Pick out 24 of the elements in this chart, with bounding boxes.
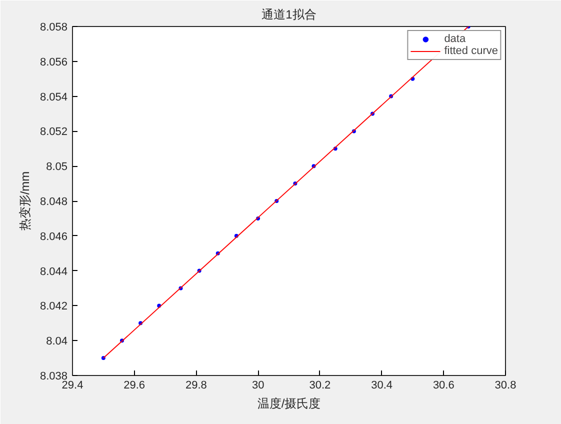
y-axis-title: 热变形/mm [18, 171, 32, 231]
x-tick-label: 30.4 [371, 380, 393, 392]
x-tick-label: 29.8 [186, 380, 207, 392]
y-tick-label: 8.054 [40, 91, 68, 104]
y-tick-label: 8.052 [40, 126, 68, 138]
y-tick-label: 8.044 [40, 266, 68, 278]
y-tick-label: 8.056 [40, 56, 68, 68]
x-tick-label: 30.6 [432, 380, 454, 392]
y-tick-label: 8.042 [40, 300, 68, 313]
y-tick-label: 8.038 [40, 370, 68, 382]
x-tick-label: 29.4 [62, 380, 84, 392]
chart-title: 通道1拟合 [262, 8, 316, 22]
x-tick-label: 30 [252, 380, 264, 392]
x-tick-label: 30.2 [309, 380, 331, 392]
y-tick-label: 8.048 [40, 196, 68, 208]
y-tick-label: 8.05 [46, 161, 68, 174]
y-tick-label: 8.04 [46, 336, 68, 348]
y-tick-label: 8.046 [40, 230, 68, 243]
x-tick-label: 29.6 [124, 380, 146, 392]
x-tick-label: 30.8 [494, 380, 516, 392]
x-axis-title: 温度/摄氏度 [257, 396, 321, 410]
legend-label: fitted curve [444, 45, 498, 57]
y-tick-label: 8.058 [40, 22, 68, 34]
legend-label: data [444, 33, 466, 45]
